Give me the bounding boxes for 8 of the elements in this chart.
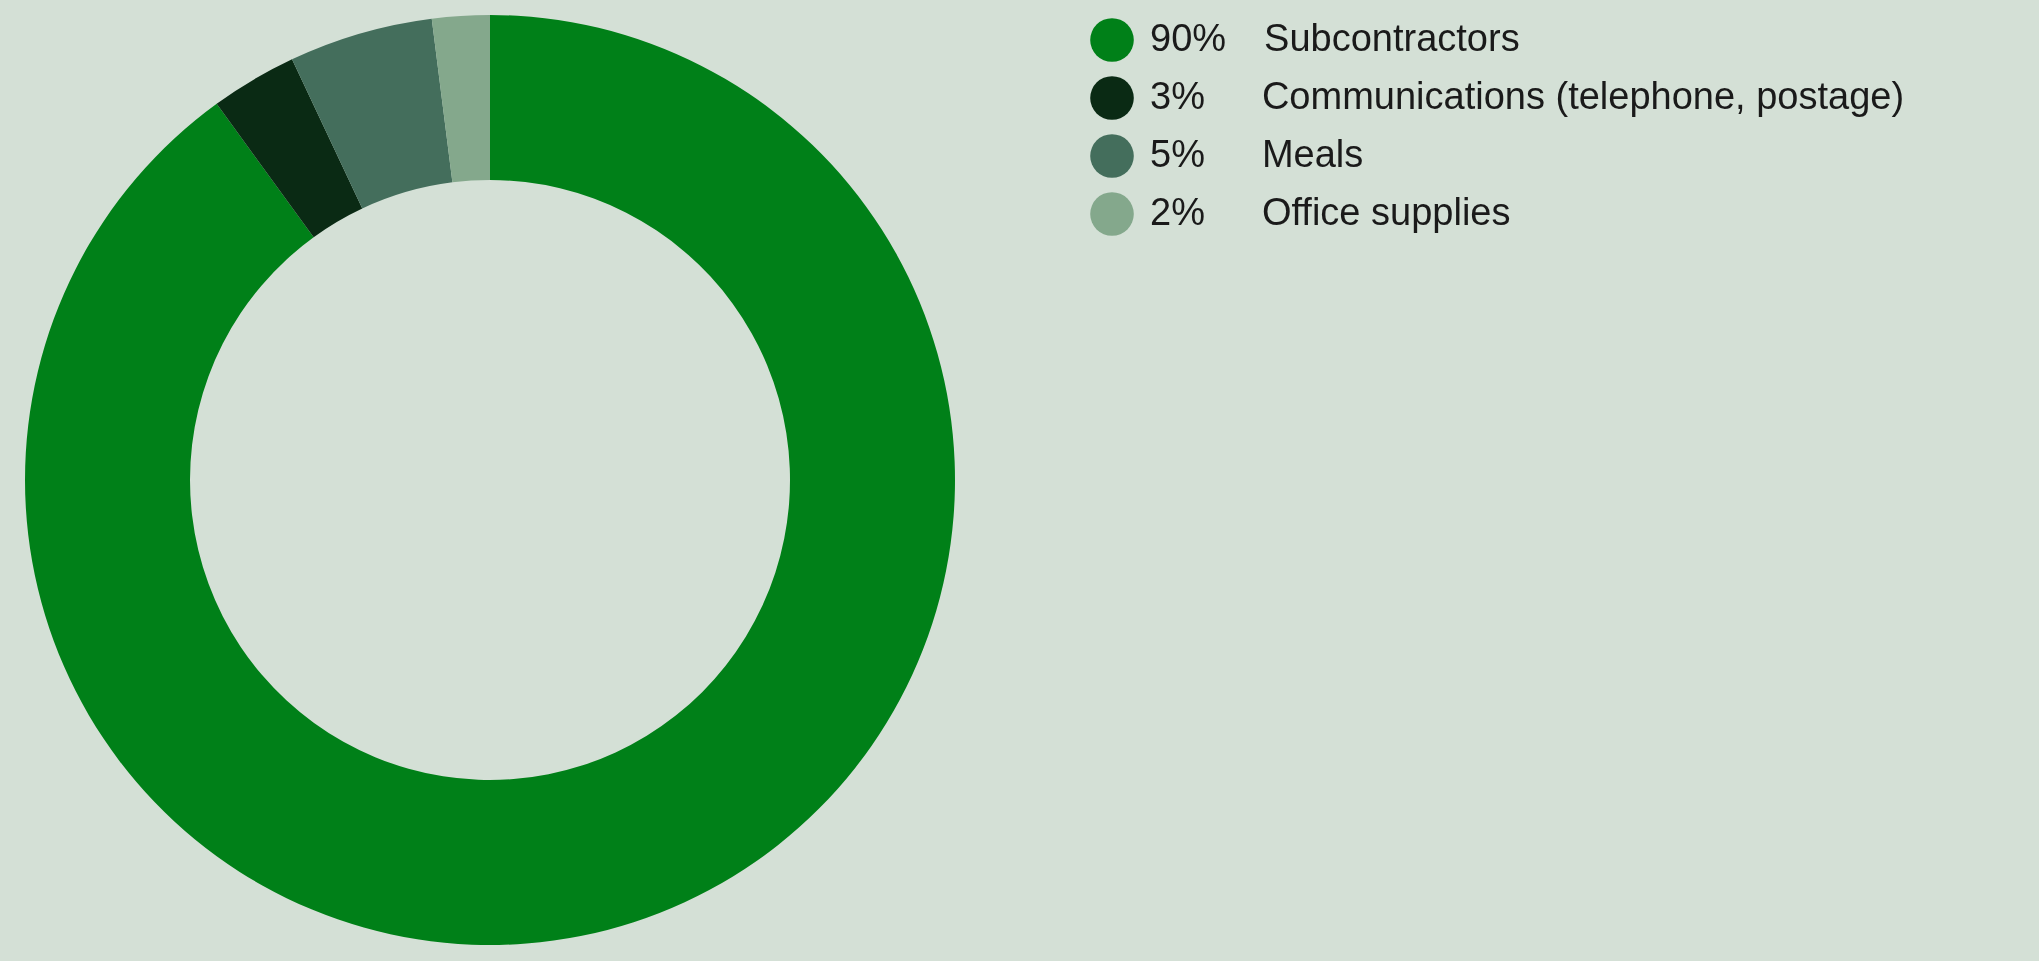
legend-label: 2% Office supplies bbox=[1150, 191, 1511, 233]
donut-slice bbox=[25, 15, 955, 945]
donut-slice bbox=[292, 18, 453, 209]
donut-slice bbox=[431, 15, 490, 183]
legend-label: 90% Subcontractors bbox=[1150, 17, 1520, 59]
legend-label: 3% Communications (telephone, postage) bbox=[1150, 75, 1905, 117]
legend-label: 5% Meals bbox=[1150, 133, 1364, 175]
donut-slice bbox=[216, 59, 363, 238]
